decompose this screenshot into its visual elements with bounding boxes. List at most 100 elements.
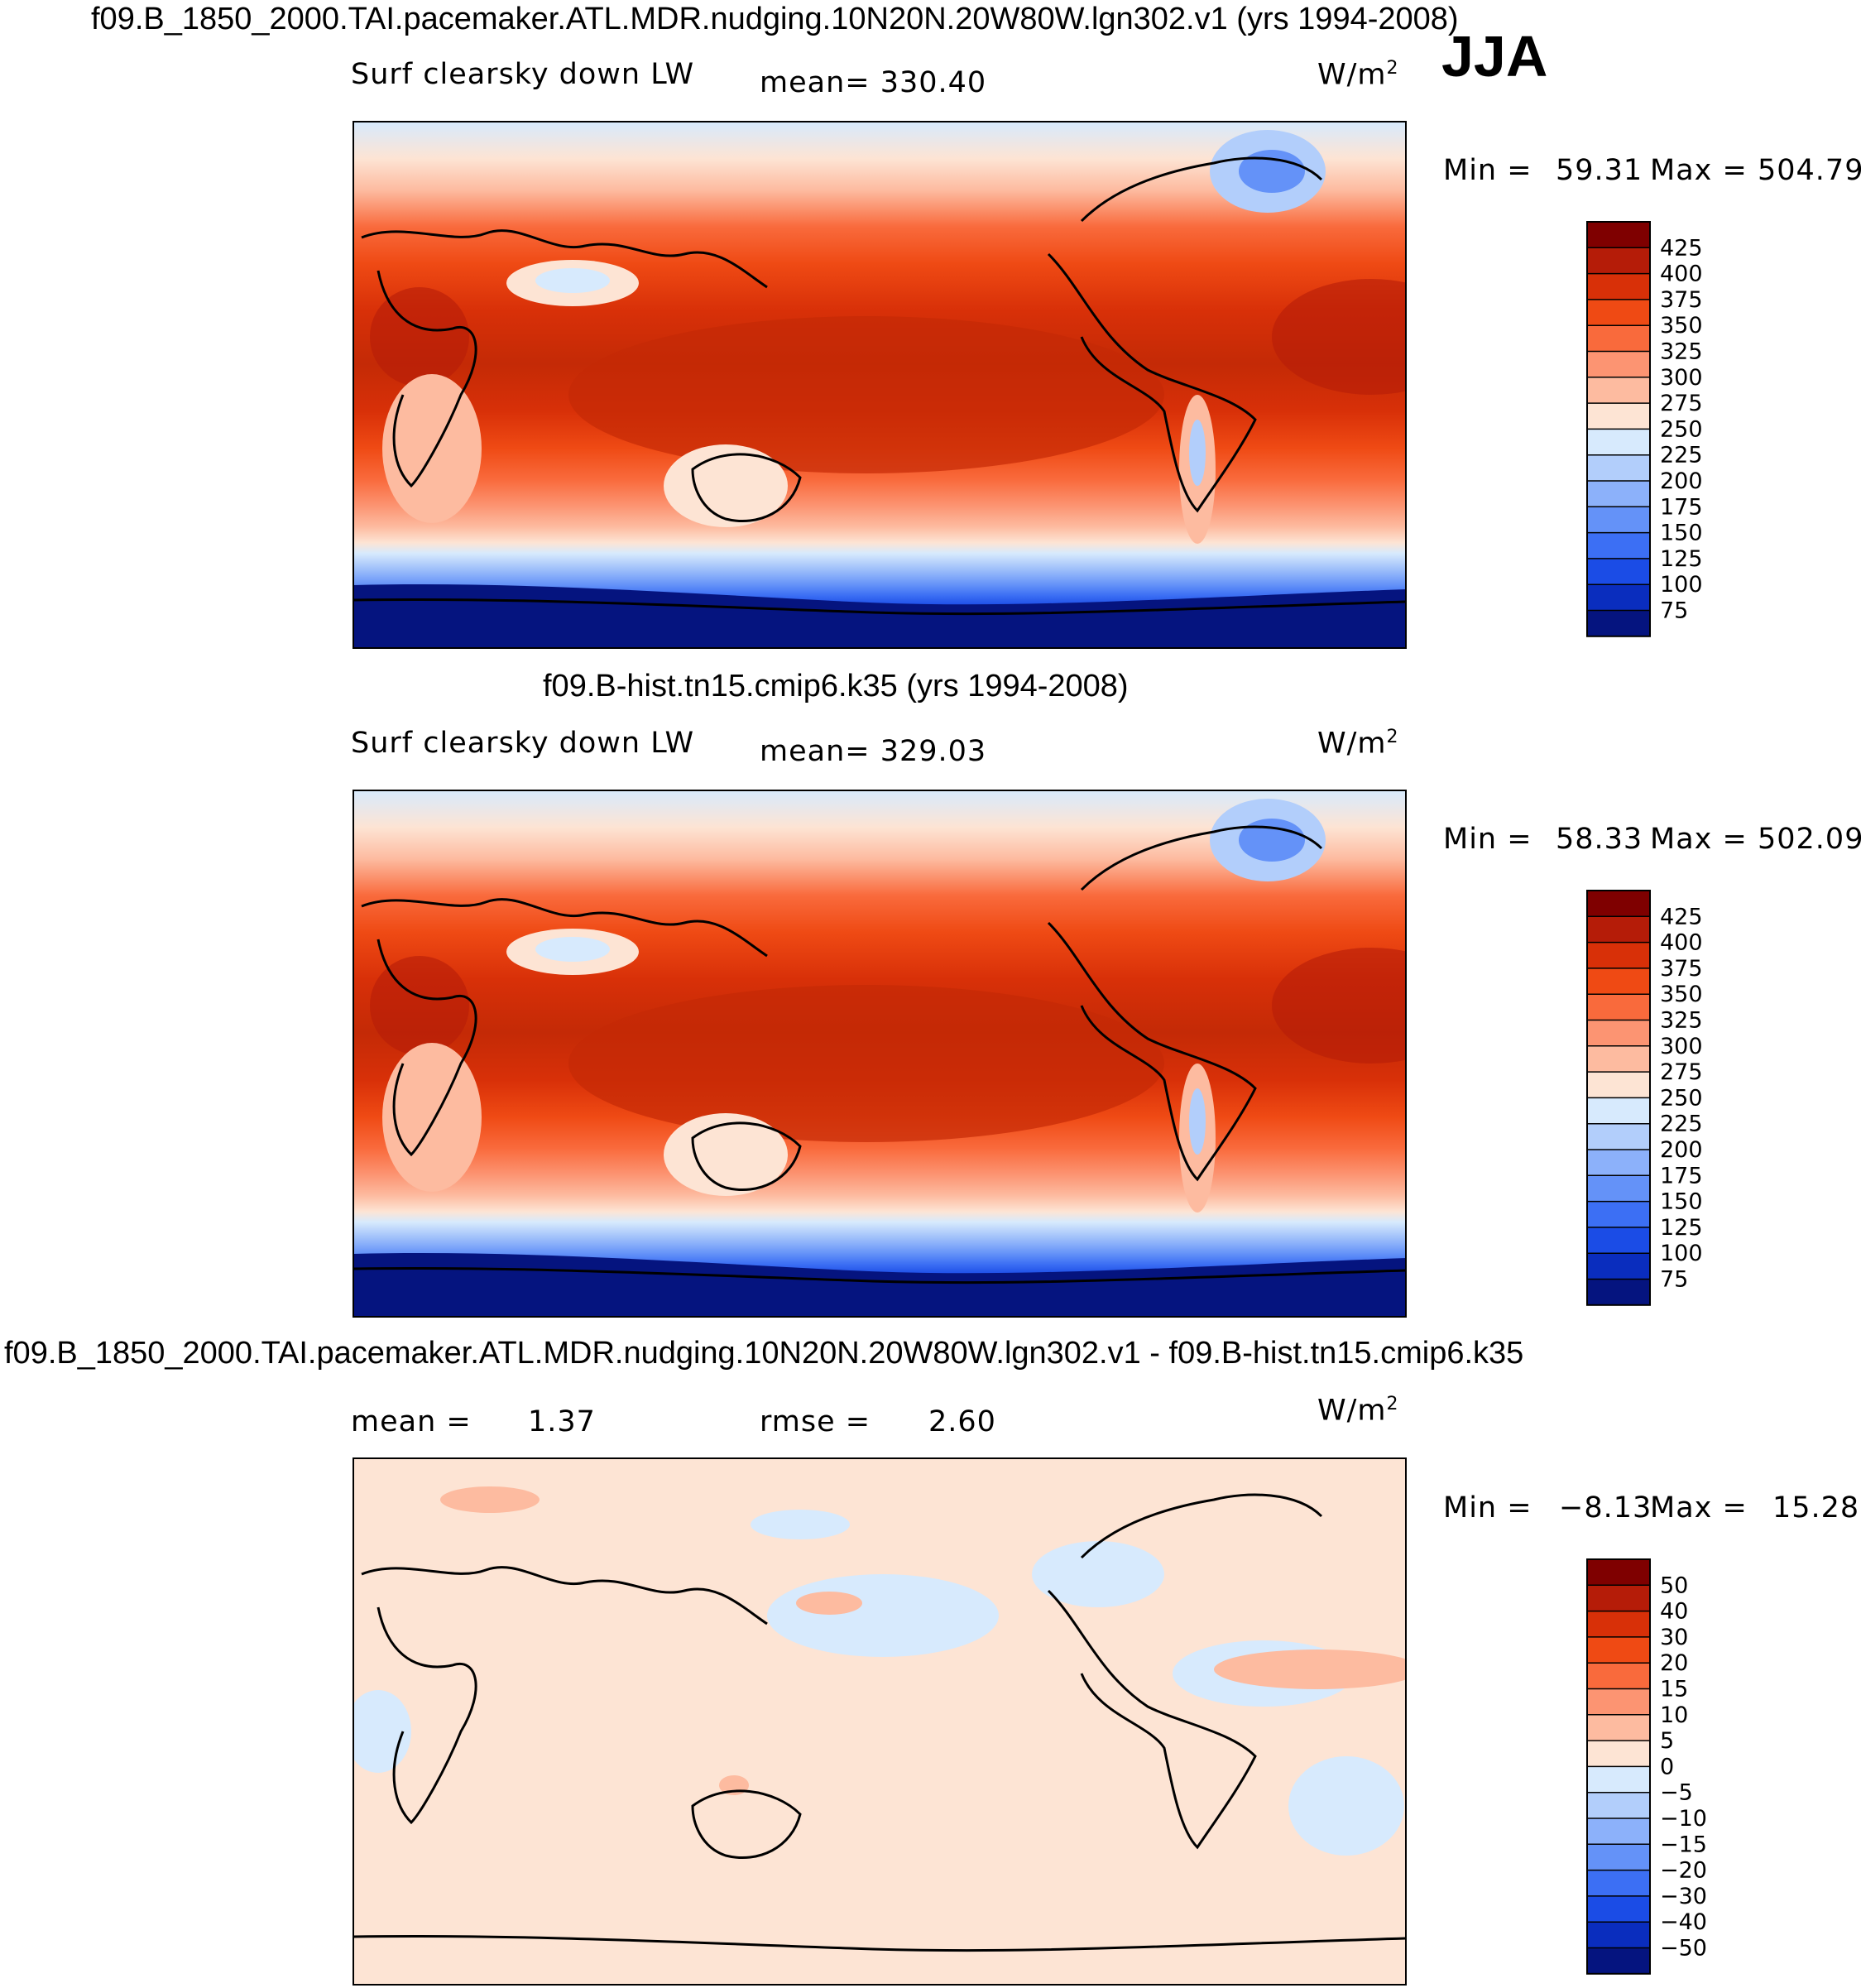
colorbar-2-swatch-0 [1587,891,1650,917]
colorbar-1-swatch-15 [1587,610,1650,637]
panel-2-mean: mean= 329.03 [760,735,987,768]
colorbar-1-tick-label: 250 [1660,416,1703,442]
panel-2-min-label: Min = [1443,823,1532,856]
panel-3-title: f09.B_1850_2000.TAI.pacemaker.ATL.MDR.nu… [4,1336,1524,1371]
colorbar-2-tick-label: 275 [1660,1059,1703,1085]
colorbar-2-tick-label: 300 [1660,1034,1703,1059]
colorbar-2-tick-label: 200 [1660,1137,1703,1163]
colorbar-1: 4254003753503253002752502252001751501251… [1586,221,1703,637]
colorbar-3-tick-label: 0 [1660,1754,1674,1779]
panel-2-max-label: Max = [1650,823,1748,856]
colorbar-3-swatch-12 [1587,1870,1650,1897]
colorbar-3-swatch-14 [1587,1922,1650,1948]
colorbar-1-swatch-10 [1587,481,1650,507]
colorbar-3-tick-label: 15 [1660,1677,1688,1702]
panel-1-variable: Surf clearsky down LW [351,58,695,91]
colorbar-3-swatch-2 [1587,1611,1650,1638]
colorbar-2-tick-label: 175 [1660,1163,1703,1188]
colorbar-3-tick-label: 20 [1660,1650,1688,1676]
colorbar-3-swatch-8 [1587,1766,1650,1794]
map-panel-2 [353,790,1407,1318]
colorbar-2-swatch-6 [1587,1045,1650,1073]
colorbar-1-tick-label: 125 [1660,546,1703,572]
colorbar-3-tick-label: 5 [1660,1728,1674,1754]
colorbar-3-swatch-0 [1587,1559,1650,1586]
panel-1-max-value: 504.79 [1758,154,1861,187]
colorbar-1-tick-label: 375 [1660,287,1703,313]
colorbar-2-swatch-2 [1587,942,1650,969]
colorbar-1-tick-label: 225 [1660,443,1703,468]
colorbar-3-swatch-10 [1587,1818,1650,1845]
panel-1-units: W/m2 [1317,58,1399,92]
colorbar-2-swatch-15 [1587,1279,1650,1306]
colorbar-2-swatch-12 [1587,1201,1650,1228]
colorbar-2-tick-label: 75 [1660,1267,1688,1293]
colorbar-1-swatch-7 [1587,403,1650,430]
colorbar-3-tick-label: −50 [1660,1936,1707,1962]
colorbar-1-tick-label: 200 [1660,468,1703,494]
colorbar-1-swatch-0 [1587,222,1650,248]
colorbar-1-swatch-12 [1587,532,1650,559]
colorbar-2-swatch-4 [1587,994,1650,1020]
panel-3-min-value: −8.13 [1559,1491,1652,1525]
colorbar-3-swatch-4 [1587,1663,1650,1689]
colorbar-2-tick-label: 225 [1660,1112,1703,1137]
colorbar-2-tick-label: 425 [1660,904,1703,929]
colorbar-3-swatch-7 [1587,1741,1650,1767]
colorbar-3-swatch-9 [1587,1792,1650,1819]
colorbar-1-swatch-3 [1587,299,1650,326]
colorbar-3-tick-label: −40 [1660,1909,1707,1935]
colorbar-1-tick-label: 300 [1660,365,1703,391]
colorbar-3-tick-label: 40 [1660,1599,1688,1625]
colorbar-2-swatch-14 [1587,1253,1650,1280]
colorbar-3-tick-label: −5 [1660,1780,1693,1806]
panel-1-min-value: 59.31 [1556,154,1643,187]
colorbar-3-swatch-5 [1587,1688,1650,1716]
colorbar-3-tick-label: 10 [1660,1702,1688,1728]
colorbar-2-tick-label: 375 [1660,956,1703,982]
colorbar-3-swatch-3 [1587,1636,1650,1664]
colorbar-1-tick-label: 325 [1660,339,1703,365]
colorbar-2-swatch-3 [1587,968,1650,995]
panel-3-units: W/m2 [1317,1394,1399,1428]
colorbar-3-tick-label: −10 [1660,1806,1707,1832]
colorbar-3-tick-label: −20 [1660,1858,1707,1884]
colorbar-2-swatch-1 [1587,916,1650,944]
season-label: JJA [1441,24,1548,89]
colorbar-2-tick-label: 150 [1660,1189,1703,1215]
panel-3-mean-label: mean = [351,1405,472,1438]
colorbar-1-tick-label: 275 [1660,391,1703,416]
colorbar-2-frame [1586,890,1651,1306]
colorbar-1-swatch-4 [1587,325,1650,352]
panel-3-max-value: 15.28 [1772,1491,1860,1525]
colorbar-3-tick-label: 30 [1660,1625,1688,1650]
panel-2-min-value: 58.33 [1556,823,1643,856]
colorbar-1-swatch-2 [1587,273,1650,300]
colorbar-1-tick-label: 350 [1660,313,1703,339]
colorbar-2-swatch-9 [1587,1123,1650,1150]
colorbar-3-swatch-1 [1587,1585,1650,1612]
colorbar-2-tick-label: 400 [1660,930,1703,956]
colorbar-3-tick-label: −30 [1660,1884,1707,1909]
colorbar-2-tick-label: 325 [1660,1008,1703,1034]
panel-2-variable: Surf clearsky down LW [351,727,695,760]
colorbar-3-swatch-11 [1587,1844,1650,1871]
panel-2-max-value: 502.09 [1758,823,1861,856]
colorbar-2-swatch-10 [1587,1150,1650,1176]
colorbar-3-swatch-6 [1587,1714,1650,1741]
colorbar-2-swatch-11 [1587,1175,1650,1203]
colorbar-1-tick-label: 400 [1660,262,1703,287]
panel-2-units: W/m2 [1317,727,1399,761]
colorbar-1-swatch-1 [1587,247,1650,275]
colorbar-2-tick-label: 350 [1660,982,1703,1007]
panel-3-rmse-label: rmse = [760,1405,871,1438]
colorbar-2-swatch-5 [1587,1020,1650,1047]
colorbar-2-tick-label: 125 [1660,1215,1703,1241]
colorbar-3-swatch-15 [1587,1947,1650,1975]
colorbar-3-frame [1586,1558,1651,1975]
colorbar-3-tick-label: 50 [1660,1573,1688,1598]
colorbar-1-tick-label: 425 [1660,235,1703,261]
panel-3-mean-value: 1.37 [528,1405,596,1438]
colorbar-1-tick-label: 175 [1660,494,1703,520]
